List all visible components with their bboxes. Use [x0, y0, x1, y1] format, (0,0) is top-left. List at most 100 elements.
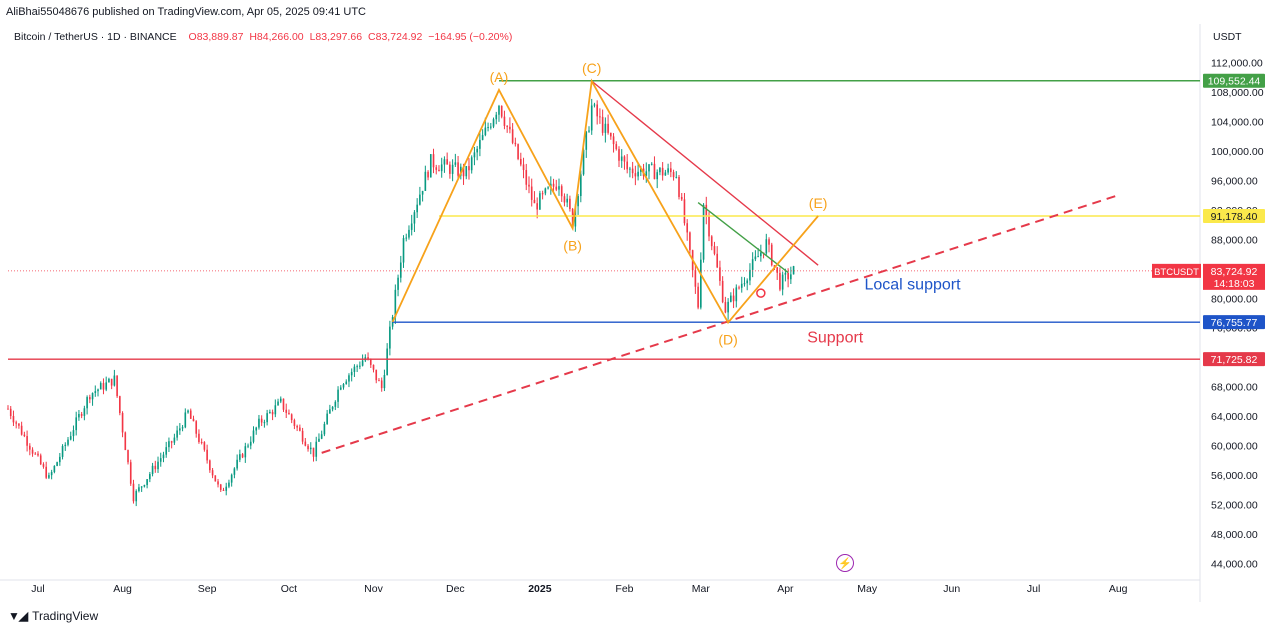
candle-body [179, 428, 181, 431]
candle-body [86, 397, 88, 409]
candle-body [424, 171, 427, 191]
time-tick-label: Aug [1109, 583, 1128, 595]
candle-body [132, 483, 135, 502]
candle-body [274, 405, 277, 415]
candle-body [678, 176, 680, 197]
candle-body [329, 409, 331, 414]
candle-body [792, 266, 795, 275]
candle-body [348, 375, 350, 382]
candle-body [157, 461, 159, 470]
marker-circle [756, 288, 766, 298]
candle-body [263, 422, 266, 424]
candle-body [656, 172, 659, 180]
candle-body [465, 166, 468, 177]
candle-body [517, 144, 519, 159]
symbol-name[interactable]: Bitcoin / TetherUS · 1D · BINANCE [14, 31, 177, 43]
candle-body [165, 447, 168, 455]
candle-body [119, 396, 121, 414]
candle-body [503, 116, 506, 126]
candle-body [790, 274, 792, 280]
wave-label: (C) [582, 60, 601, 76]
low-value: L83,297.66 [309, 31, 363, 43]
candle-body [34, 453, 37, 455]
candle-body [146, 479, 148, 486]
candle-body [694, 270, 697, 287]
candle-body [686, 223, 689, 233]
candle-body [408, 229, 410, 238]
candle-body [203, 442, 206, 450]
candle-body [135, 491, 138, 502]
candle-body [320, 434, 323, 439]
price-tick-label: 56,000.00 [1211, 470, 1258, 482]
candle-body [500, 105, 503, 117]
candle-body [427, 171, 429, 178]
wave-label: (E) [809, 195, 828, 211]
candle-body [645, 171, 648, 176]
candle-body [271, 411, 274, 415]
currency-label[interactable]: USDT [1213, 31, 1242, 43]
candle-body [162, 454, 165, 459]
candle-body [620, 156, 623, 161]
candle-body [359, 365, 361, 367]
publish-info: AliBhai55048676 published on TradingView… [6, 6, 366, 18]
candle-body [765, 239, 768, 254]
candles [7, 98, 795, 507]
candle-body [337, 389, 339, 402]
candle-body [618, 149, 620, 161]
candle-body [659, 167, 661, 173]
candle-body [779, 272, 781, 290]
candle-body [230, 474, 233, 483]
candle-body [318, 438, 320, 442]
candle-body [339, 387, 342, 390]
candle-body [45, 466, 48, 478]
candle-body [244, 446, 247, 458]
candle-body [495, 114, 498, 120]
tradingview-logo[interactable]: ▼◢ TradingView [8, 609, 98, 623]
candle-body [708, 215, 710, 237]
candle-body [604, 123, 607, 133]
candle-body [7, 408, 9, 410]
level-price-badge [1203, 352, 1265, 367]
candle-body [288, 412, 290, 415]
candle-body [721, 280, 724, 303]
candle-body [787, 273, 789, 280]
price-tick-label: 44,000.00 [1211, 558, 1258, 570]
candle-body [83, 408, 86, 416]
candle-body [138, 487, 140, 492]
candle-body [345, 381, 348, 385]
candle-body [498, 105, 500, 115]
flash-icon[interactable]: ⚡ [836, 554, 854, 572]
current-price-badge [1203, 263, 1265, 290]
candle-body [716, 253, 719, 268]
level-price-badge [1203, 208, 1265, 223]
candle-body [631, 168, 634, 174]
candle-body [470, 157, 473, 171]
candle-body [247, 445, 249, 447]
wave-zigzag [391, 78, 819, 325]
candle-body [601, 116, 604, 133]
candle-body [15, 422, 18, 424]
candle-body [610, 132, 612, 137]
time-tick-label: Oct [281, 583, 297, 595]
candle-body [233, 468, 236, 475]
time-tick-label: 2025 [528, 583, 552, 595]
candle-body [170, 441, 173, 443]
candle-body [252, 430, 255, 442]
candle-body [42, 464, 45, 467]
candle-body [168, 441, 170, 448]
candle-body [585, 131, 588, 150]
candle-body [394, 289, 397, 318]
candle-body [670, 168, 672, 173]
candle-body [187, 410, 189, 413]
candle-body [290, 414, 293, 421]
candle-body [12, 416, 15, 423]
candle-body [31, 449, 34, 454]
candle-body [331, 406, 334, 410]
candle-body [509, 126, 511, 130]
candle-body [760, 252, 762, 257]
candle-body [449, 164, 451, 174]
candle-body [266, 413, 268, 423]
candle-body [323, 424, 326, 435]
candle-body [214, 475, 217, 482]
